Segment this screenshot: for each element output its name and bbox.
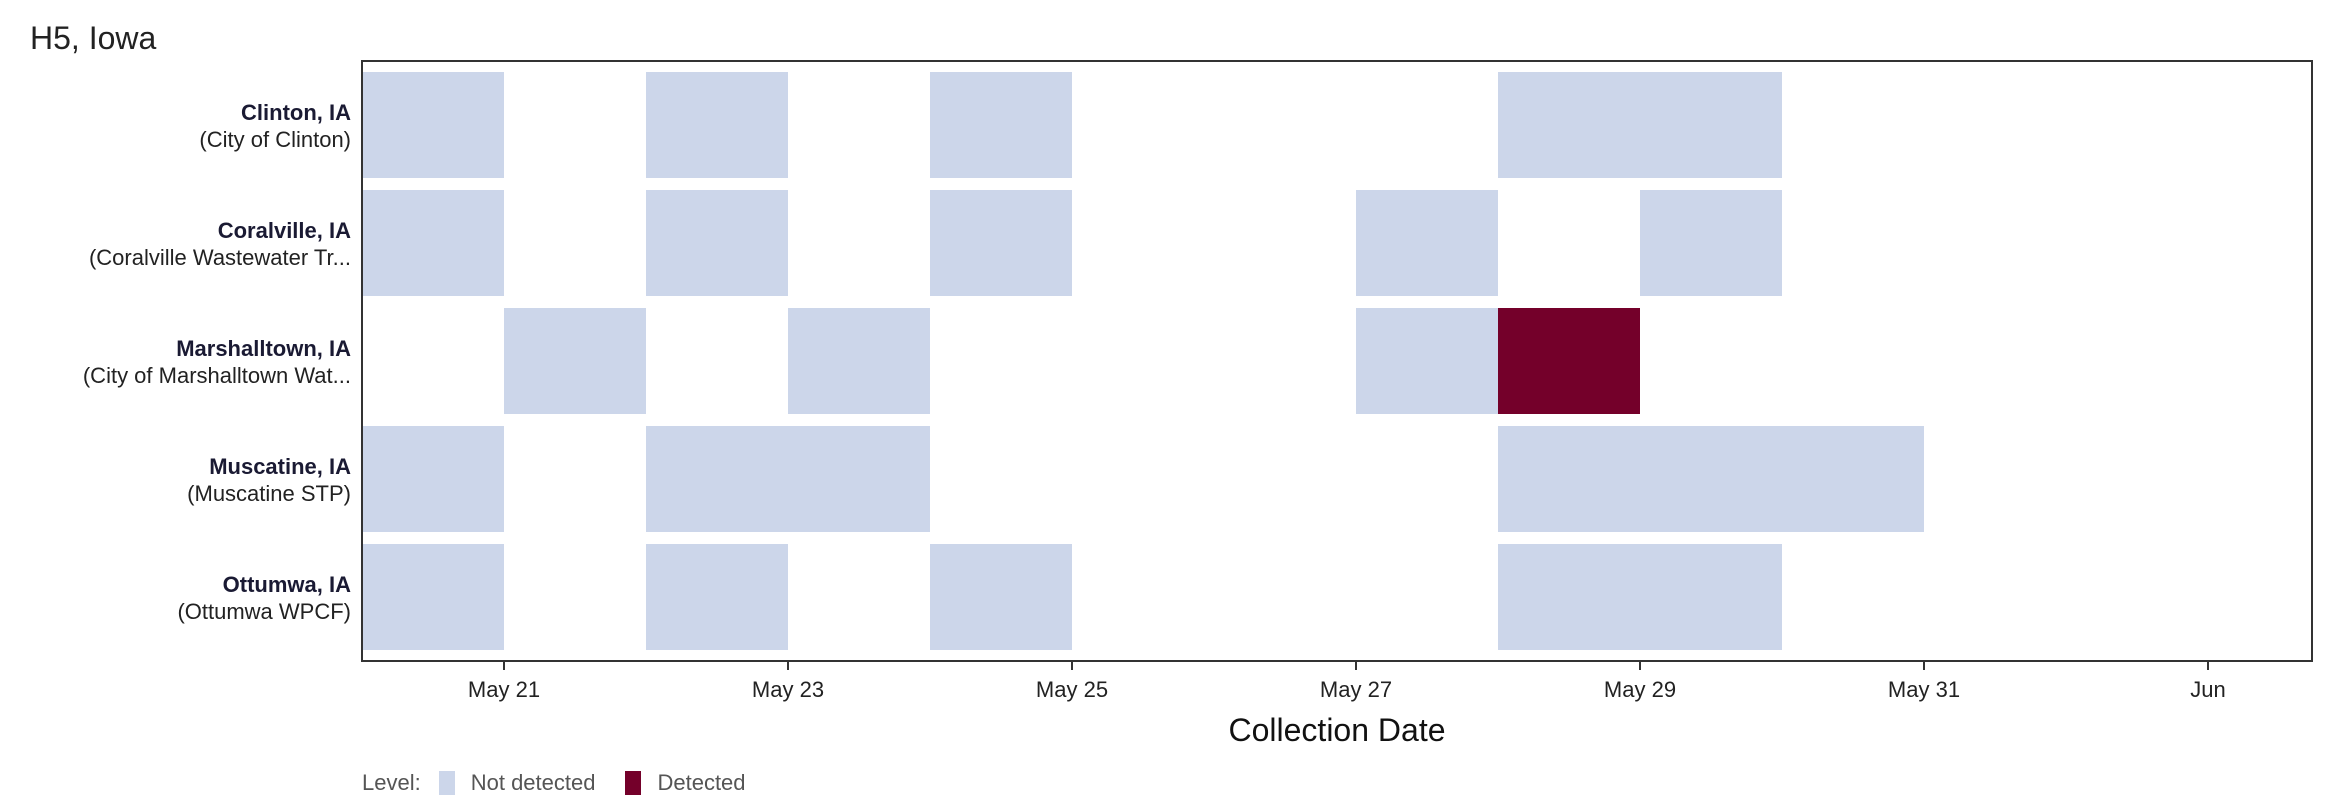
- site-name-label: Muscatine, IA: [209, 454, 351, 479]
- legend-swatch-detected: [625, 771, 642, 795]
- legend-title: Level:: [362, 770, 421, 795]
- heatmap-cell: [646, 190, 788, 296]
- x-tick-label: May 29: [1604, 677, 1676, 702]
- heatmap-cell: [1640, 426, 1782, 532]
- heatmap-cell: [1640, 72, 1782, 178]
- heatmap-cell: [646, 72, 788, 178]
- heatmap-cell: [1640, 190, 1782, 296]
- site-name-label: Coralville, IA: [218, 218, 351, 243]
- site-facility-label: (City of Marshalltown Wat...: [83, 363, 351, 388]
- legend-swatch-not-detected: [438, 771, 455, 795]
- site-name-label: Marshalltown, IA: [176, 336, 351, 361]
- legend: Level: Not detected Detected: [362, 770, 776, 796]
- heatmap-cell: [1640, 544, 1782, 650]
- heatmap-cell: [362, 544, 504, 650]
- site-facility-label: (Muscatine STP): [187, 481, 351, 506]
- x-tick-label: May 27: [1320, 677, 1392, 702]
- heatmap-cell: [1498, 72, 1640, 178]
- site-facility-label: (Coralville Wastewater Tr...: [89, 245, 351, 270]
- heatmap-cell: [646, 544, 788, 650]
- site-name-label: Clinton, IA: [241, 100, 351, 125]
- y-axis-labels: Clinton, IA(City of Clinton) Coralville, …: [83, 100, 351, 624]
- x-axis-title: Collection Date: [1228, 712, 1446, 748]
- x-tick-label: May 21: [468, 677, 540, 702]
- heatmap-cell: [1498, 544, 1640, 650]
- heatmap-cell: [930, 72, 1072, 178]
- heatmap-cell: [1782, 426, 1924, 532]
- heatmap-cell: [362, 190, 504, 296]
- heatmap-cell: [1498, 308, 1640, 414]
- chart-title: H5, Iowa: [30, 20, 157, 56]
- site-facility-label: (City of Clinton): [199, 127, 351, 152]
- x-tick-label: May 25: [1036, 677, 1108, 702]
- site-facility-label: (Ottumwa WPCF): [177, 599, 351, 624]
- heatmap-cell: [1498, 426, 1640, 532]
- x-tick-label: May 31: [1888, 677, 1960, 702]
- heatmap-cell: [646, 426, 788, 532]
- plot-frame: [361, 60, 2313, 662]
- legend-label-detected: Detected: [657, 770, 746, 795]
- heatmap-cell: [362, 72, 504, 178]
- heatmap-cell: [788, 308, 930, 414]
- heatmap-cell: [362, 426, 504, 532]
- legend-label-not-detected: Not detected: [470, 770, 596, 795]
- heatmap-cell: [788, 426, 930, 532]
- x-tick-label: Jun: [2190, 677, 2225, 702]
- heatmap-cell: [504, 308, 646, 414]
- heatmap-cells: [362, 72, 1924, 650]
- heatmap-cell: [930, 190, 1072, 296]
- site-name-label: Ottumwa, IA: [223, 572, 351, 597]
- heatmap-cell: [930, 544, 1072, 650]
- heatmap-cell: [1356, 190, 1498, 296]
- x-axis-ticks: May 21 May 23 May 25 May 27 May 29 May 31 Jun: [468, 661, 2226, 702]
- x-tick-label: May 23: [752, 677, 824, 702]
- heatmap-cell: [1356, 308, 1498, 414]
